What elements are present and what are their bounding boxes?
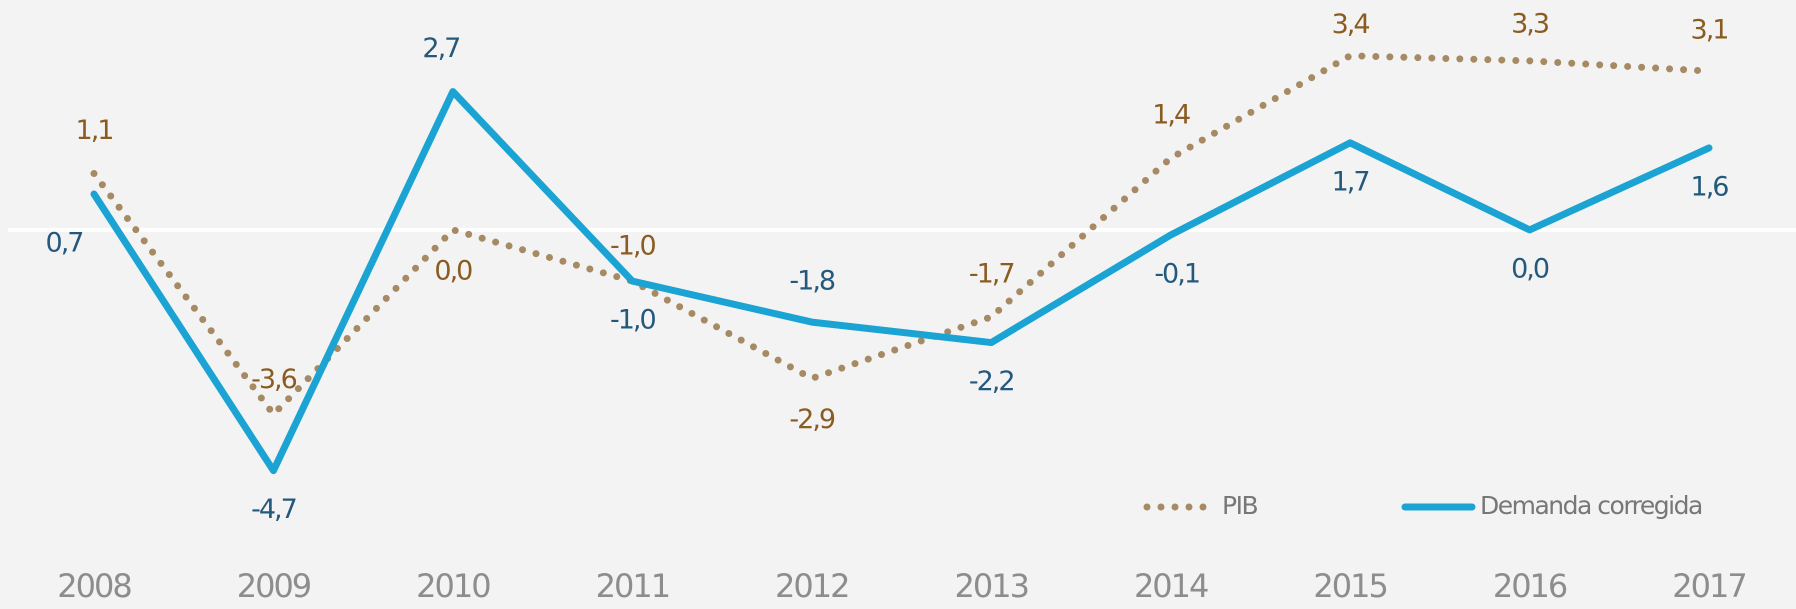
data-label: -1,8 <box>789 266 835 297</box>
x-tick-label: 2014 <box>1134 567 1208 605</box>
legend-label: Demanda corregida <box>1480 491 1702 520</box>
x-tick-label: 2010 <box>416 567 490 605</box>
data-label: -2,2 <box>969 366 1014 397</box>
data-label: 1,6 <box>1691 171 1729 202</box>
data-label: 1,4 <box>1152 100 1190 131</box>
data-label: -4,7 <box>251 494 296 525</box>
x-tick-label: 2012 <box>775 567 848 605</box>
data-label: -0,1 <box>1154 259 1199 290</box>
data-label: 3,3 <box>1511 8 1549 39</box>
x-tick-label: 2009 <box>237 567 311 605</box>
data-label: -3,6 <box>251 364 297 395</box>
x-tick-label: 2015 <box>1313 567 1386 605</box>
data-label: 2,7 <box>422 33 459 64</box>
data-label: 0,0 <box>1511 253 1549 284</box>
data-label: -1,0 <box>610 231 656 262</box>
data-label: -2,9 <box>789 404 835 435</box>
series-line <box>90 88 1713 475</box>
data-label: 1,7 <box>1332 166 1369 197</box>
data-label: 3,1 <box>1691 15 1728 46</box>
x-tick-label: 2008 <box>57 567 131 605</box>
data-label: 1,1 <box>76 115 113 146</box>
x-tick-label: 2011 <box>596 567 669 605</box>
data-label: 0,0 <box>434 255 472 286</box>
data-label: 0,7 <box>46 228 83 259</box>
data-label: -1,0 <box>610 305 656 336</box>
x-tick-label: 2013 <box>955 567 1028 605</box>
legend-label: PIB <box>1222 491 1257 520</box>
data-label: 3,4 <box>1332 9 1370 40</box>
x-tick-label: 2016 <box>1493 567 1567 605</box>
x-tick-label: 2017 <box>1672 567 1745 605</box>
data-label: -1,7 <box>969 258 1014 289</box>
